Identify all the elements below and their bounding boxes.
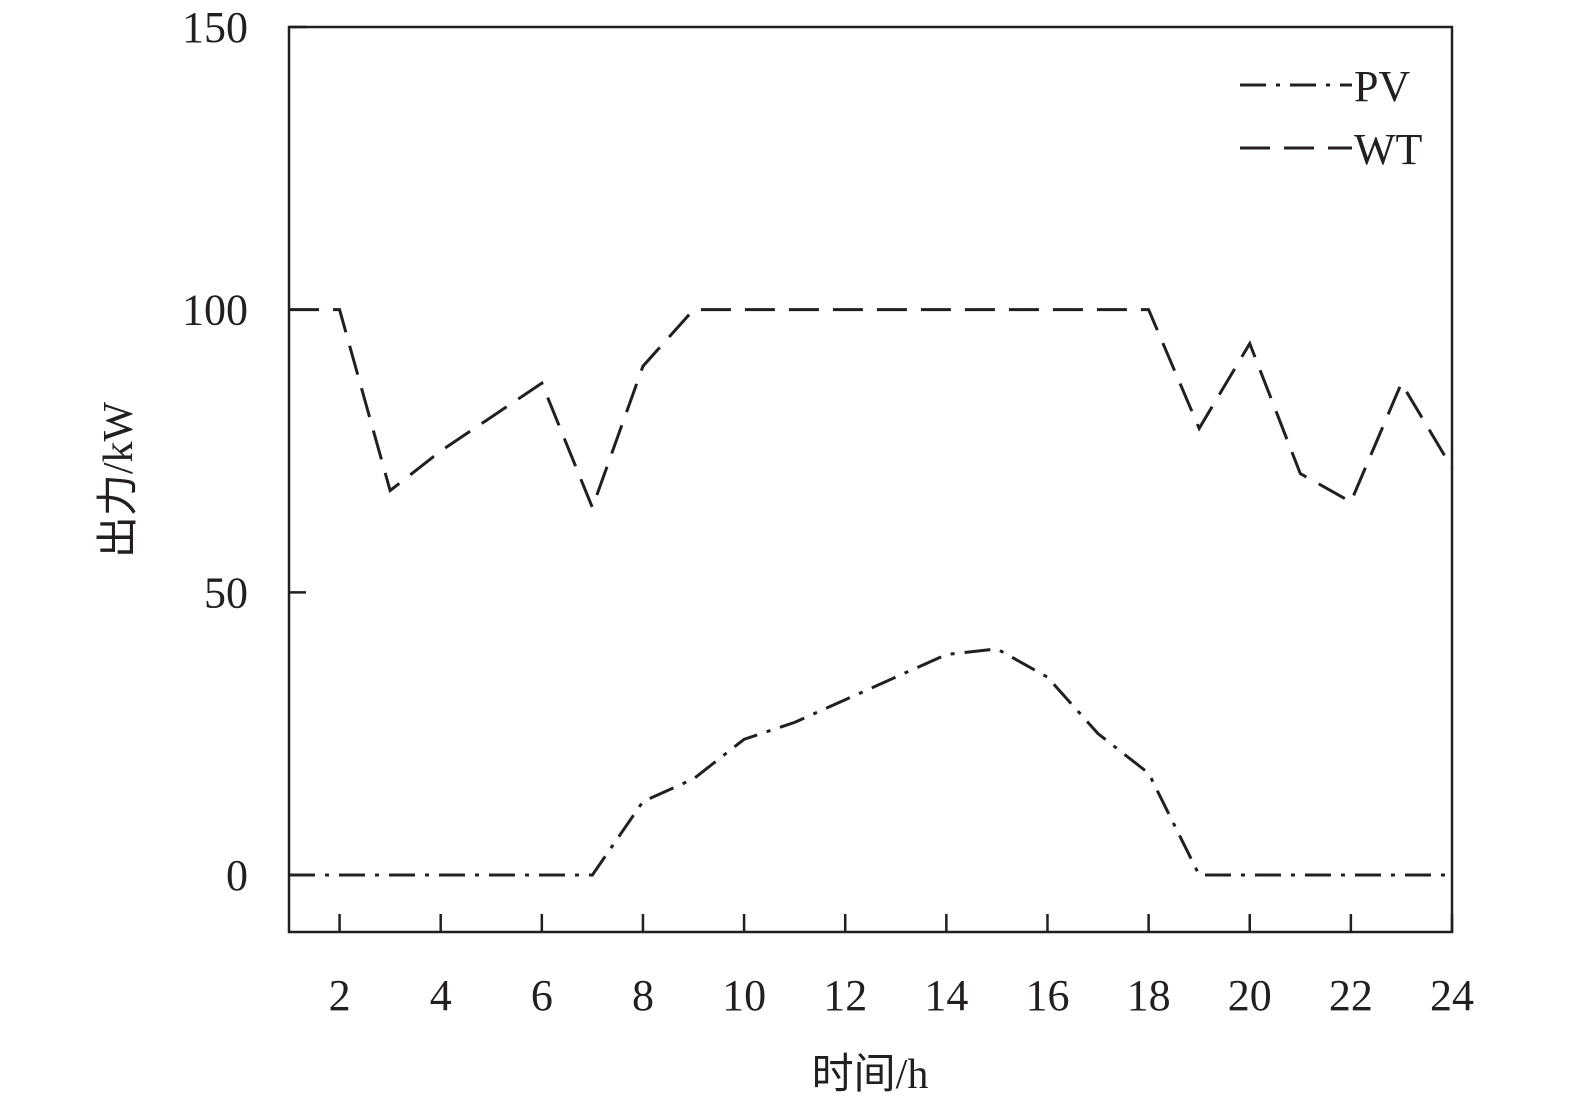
y-tick-label: 50 <box>204 568 248 617</box>
y-tick-label: 100 <box>182 286 248 335</box>
x-tick-label: 12 <box>823 971 867 1020</box>
x-tick-label: 6 <box>531 971 553 1020</box>
x-tick-label: 2 <box>329 971 351 1020</box>
legend: PV WT <box>1240 62 1423 174</box>
x-tick-label: 8 <box>632 971 654 1020</box>
series-line-wt <box>289 308 1454 512</box>
x-tick-label: 24 <box>1430 971 1474 1020</box>
legend-label-pv: PV <box>1354 62 1410 111</box>
x-tick-label: 10 <box>722 971 766 1020</box>
x-axis: 2 4 6 8 10 12 14 16 18 20 22 24 <box>329 914 1474 1020</box>
y-axis: 0 50 100 150 <box>182 3 306 900</box>
x-tick-label: 16 <box>1025 971 1069 1020</box>
y-tick-label: 150 <box>182 3 248 52</box>
x-tick-label: 22 <box>1329 971 1373 1020</box>
x-tick-label: 20 <box>1228 971 1272 1020</box>
y-tick-label: 0 <box>226 851 248 900</box>
series-group <box>289 308 1454 877</box>
x-tick-label: 14 <box>924 971 968 1020</box>
x-tick-label: 18 <box>1127 971 1171 1020</box>
series-line-pv <box>289 647 1452 877</box>
y-axis-label: 出力/kW <box>96 401 142 558</box>
x-tick-label: 4 <box>430 971 452 1020</box>
x-axis-label: 时间/h <box>812 1052 929 1098</box>
legend-label-wt: WT <box>1354 125 1423 174</box>
plot-frame <box>287 25 1454 934</box>
